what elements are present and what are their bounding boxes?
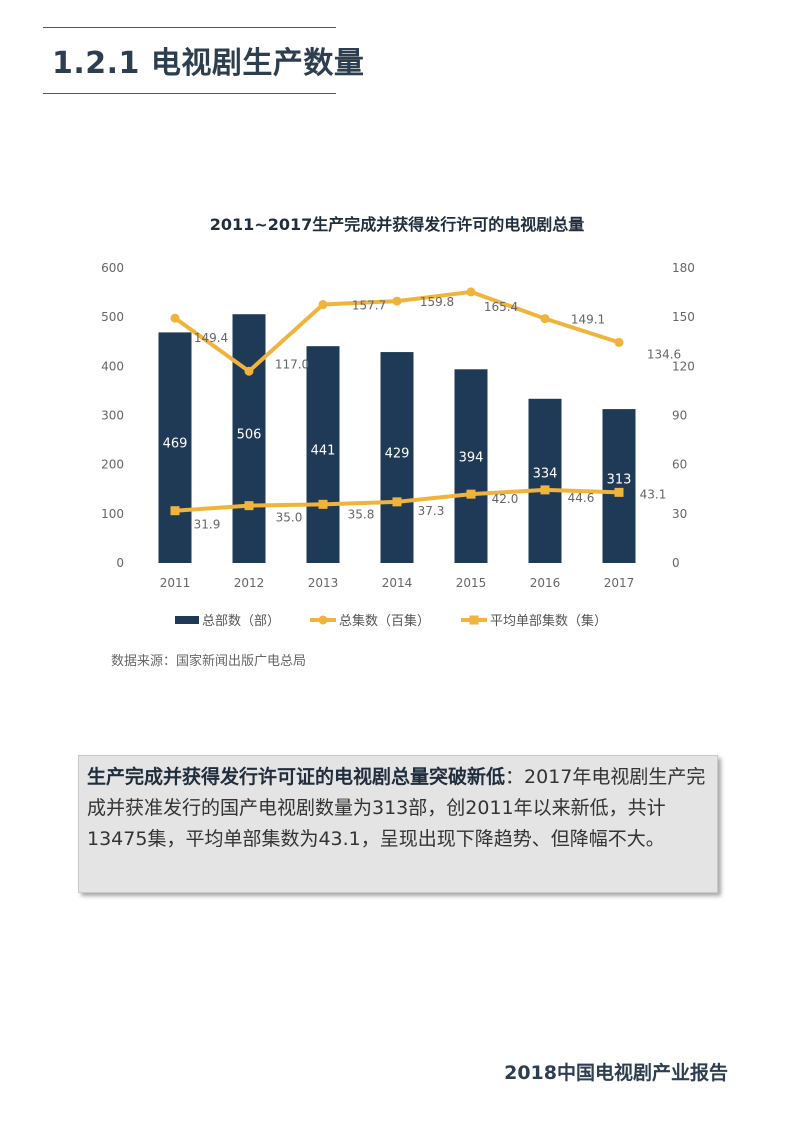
- y-left-tick-label: 200: [101, 458, 124, 472]
- x-tick-label: 2013: [308, 576, 339, 590]
- x-tick-label: 2012: [234, 576, 265, 590]
- avg-episodes-value-label: 35.8: [348, 507, 375, 521]
- y-left-tick-label: 500: [101, 310, 124, 324]
- total-episodes-point: [392, 296, 402, 306]
- total-episodes-point: [244, 366, 254, 376]
- x-tick-label: 2011: [160, 576, 191, 590]
- avg-episodes-value-label: 44.6: [568, 491, 595, 505]
- total-episodes-value-label: 157.7: [352, 299, 386, 313]
- x-tick-label: 2015: [456, 576, 487, 590]
- x-tick-label: 2014: [382, 576, 413, 590]
- bar: [602, 409, 636, 563]
- total-episodes-point: [540, 314, 550, 324]
- y-right-tick-label: 60: [672, 458, 687, 472]
- y-right-tick-label: 180: [672, 261, 695, 275]
- bar: [158, 332, 192, 563]
- bar-value-label: 334: [533, 467, 558, 482]
- bar: [528, 398, 562, 563]
- chart-title: 2011~2017生产完成并获得发行许可的电视剧总量: [209, 215, 585, 234]
- combo-chart: 0 100 200 300 400 500 600 0 30 60 90 120 150 180 2011 2…: [101, 261, 695, 629]
- callout-heading: 生产完成并获得发行许可证的电视剧总量突破新低: [87, 766, 506, 788]
- title-rule-bottom: [43, 93, 336, 94]
- total-episodes-point: [318, 300, 328, 310]
- avg-episodes-value-label: 42.0: [492, 492, 519, 506]
- legend-label: 平均单部集数（集）: [490, 613, 607, 629]
- bar: [232, 314, 266, 563]
- total-episodes-point: [614, 337, 624, 347]
- y-left-tick-label: 0: [116, 556, 124, 570]
- summary-callout: 生产完成并获得发行许可证的电视剧总量突破新低：2017年电视剧生产完成并获准发行…: [78, 755, 718, 893]
- y-left-tick-label: 600: [101, 261, 124, 275]
- x-tick-label: 2017: [604, 576, 635, 590]
- legend-swatch-bar: [175, 616, 199, 624]
- bar: [380, 352, 414, 563]
- y-right-tick-label: 120: [672, 359, 695, 373]
- bar-value-label: 469: [163, 437, 188, 452]
- callout-body: ：2017年电视剧生产完成并获准发行的国产电视剧数量为313部，创2011年以来…: [87, 766, 706, 850]
- bar-value-label: 506: [237, 428, 262, 443]
- total-episodes-point: [466, 287, 476, 297]
- y-right-tick-label: 30: [672, 507, 687, 521]
- bar: [306, 346, 340, 563]
- avg-episodes-point: [540, 485, 550, 495]
- avg-episodes-point: [170, 506, 180, 516]
- avg-episodes-point: [614, 487, 624, 497]
- title-rule-top: [43, 27, 336, 28]
- avg-episodes-point: [392, 497, 402, 507]
- x-tick-label: 2016: [530, 576, 561, 590]
- bar-value-label: 394: [459, 450, 484, 465]
- y-left-tick-label: 300: [101, 409, 124, 423]
- avg-episodes-value-label: 35.0: [276, 511, 303, 525]
- total-episodes-value-label: 117.0: [275, 357, 309, 371]
- y-left-tick-label: 400: [101, 359, 124, 373]
- total-episodes-value-label: 159.8: [420, 295, 454, 309]
- bar-value-label: 441: [311, 444, 336, 459]
- legend-label: 总集数（百集）: [339, 613, 430, 629]
- avg-episodes-point: [318, 499, 328, 509]
- y-right-tick-label: 150: [672, 310, 695, 324]
- total-episodes-value-label: 165.4: [484, 300, 518, 314]
- total-episodes-value-label: 134.6: [647, 347, 681, 361]
- total-episodes-value-label: 149.1: [571, 313, 605, 327]
- total-episodes-value-label: 149.4: [194, 331, 228, 345]
- bar-value-label: 429: [385, 447, 410, 462]
- avg-episodes-value-label: 37.3: [418, 504, 445, 518]
- avg-episodes-value-label: 43.1: [640, 487, 667, 501]
- y-right-tick-label: 0: [672, 556, 680, 570]
- bar: [454, 369, 488, 563]
- bar-value-label: 313: [607, 472, 632, 487]
- legend-swatch-total-marker: [318, 615, 328, 625]
- data-source: 数据来源：国家新闻出版广电总局: [111, 654, 307, 669]
- avg-episodes-point: [244, 501, 254, 511]
- legend-label: 总部数（部）: [202, 614, 280, 629]
- legend-swatch-avg-marker: [469, 615, 479, 625]
- y-left-tick-label: 100: [101, 507, 124, 521]
- avg-episodes-point: [466, 489, 476, 499]
- y-right-tick-label: 90: [672, 409, 687, 423]
- total-episodes-point: [170, 313, 180, 323]
- avg-episodes-value-label: 31.9: [194, 518, 221, 532]
- section-title: 1.2.1 电视剧生产数量: [52, 46, 365, 81]
- report-footer: 2018中国电视剧产业报告: [504, 1062, 728, 1084]
